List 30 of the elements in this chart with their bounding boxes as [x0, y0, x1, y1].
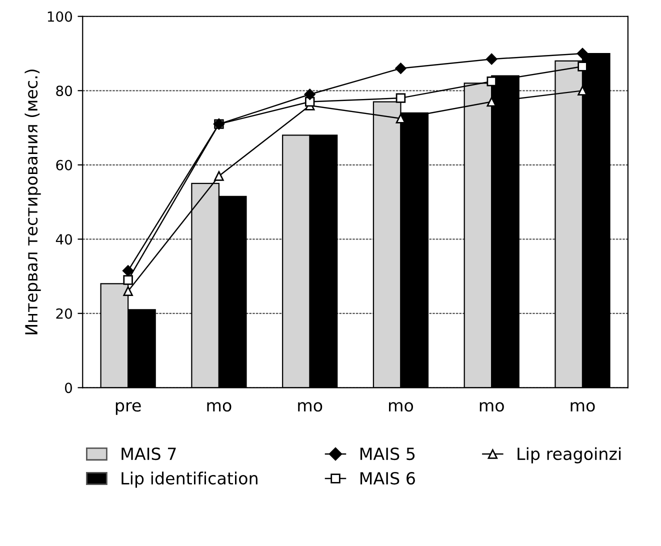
legend-label: Lip reagoinzi	[518, 447, 621, 464]
x-tick-label: pre	[116, 402, 141, 415]
y-tick-label: 60	[56, 160, 72, 170]
point	[214, 171, 224, 181]
x-tick-label: mo	[389, 402, 414, 412]
x-tick-label: mo	[207, 402, 232, 412]
y-tick-label: 40	[56, 234, 72, 245]
x-tick-label: mo	[480, 402, 504, 412]
y-tick-label: 0	[64, 382, 72, 394]
legend-label: MAIS 6	[360, 472, 415, 485]
point	[304, 88, 316, 100]
point	[395, 62, 406, 74]
point	[578, 62, 588, 72]
point	[123, 275, 133, 285]
y-axis-title: Интервал тестирования (мес.)	[24, 70, 41, 334]
legend-label: Lip identification	[122, 472, 258, 488]
legend-label: MAIS 5	[360, 448, 415, 460]
y-tick-label: 20	[56, 308, 72, 319]
legend-label: MAIS 7	[122, 448, 176, 460]
point	[396, 93, 406, 103]
y-tick-label: 100	[48, 11, 72, 22]
point	[486, 76, 496, 86]
x-tick-label: mo	[298, 402, 322, 412]
y-tick-label: 80	[56, 86, 72, 96]
point	[122, 265, 134, 276]
x-tick-label: mo	[570, 402, 595, 412]
point	[576, 48, 588, 60]
point	[486, 53, 498, 65]
point	[123, 286, 133, 296]
point	[486, 96, 496, 107]
